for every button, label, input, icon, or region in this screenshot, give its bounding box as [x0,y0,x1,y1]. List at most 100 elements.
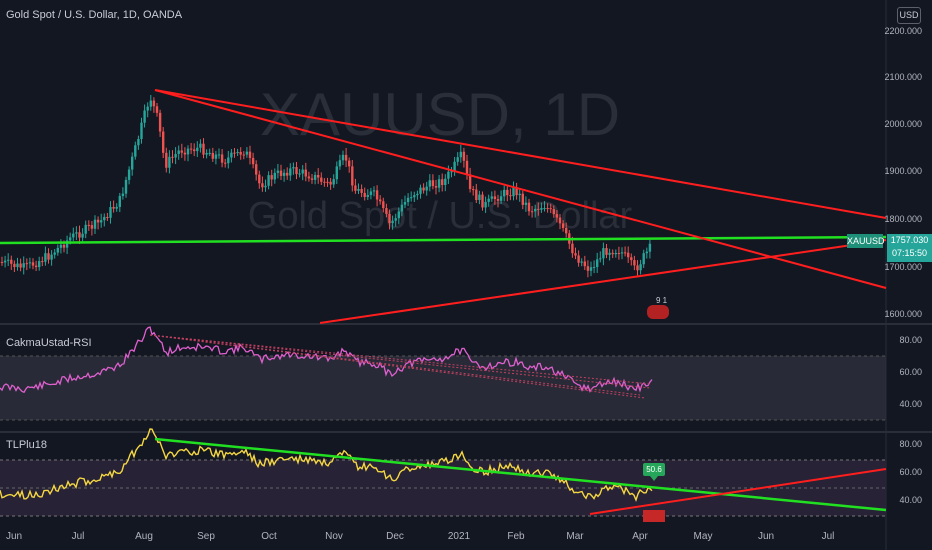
candle-body [224,162,227,164]
time-tick: Mar [566,531,584,542]
candle-body [258,174,261,184]
candle-body [295,167,298,175]
candle-body [248,151,252,158]
currency-button[interactable]: USD [897,7,921,24]
candle-body [534,208,537,212]
candle-body [394,218,397,221]
candle-body [143,110,146,123]
upper-trendline[interactable] [154,89,887,219]
candle-body [242,154,245,156]
candle-body [236,152,239,154]
rsi-plot [0,326,653,399]
candle-body [437,179,441,188]
candle-body [357,188,360,191]
tlp-tick: 40.00 [899,495,922,505]
candle-body [499,196,503,201]
candle-body [518,193,521,196]
candle-body [323,181,326,183]
candle-body [478,194,481,200]
candle-body [627,252,630,258]
tlp-plot [0,428,653,503]
candle-body [543,208,546,210]
candle-body [174,153,177,158]
candle-body [72,233,75,238]
candle-body [614,252,617,255]
candle-body [69,237,72,241]
lower-trendline[interactable] [319,239,887,324]
candle-body [50,254,53,260]
candle-body [552,209,555,215]
candle-body [549,208,552,210]
candle-body [227,157,230,164]
candle-body [487,198,490,202]
tlp-line [0,428,653,503]
candle-body [496,199,500,201]
candle-body [406,197,410,203]
time-tick: Sep [197,531,215,542]
time-tick: Apr [632,531,648,542]
candle-body [348,160,351,167]
candle-body [131,156,134,170]
time-tick: Feb [507,531,525,542]
candle-body [245,151,249,155]
price-tick: 1600.000 [884,309,922,319]
time-tick: Jun [5,531,23,542]
symbol-tag: XAUUSD [847,234,885,248]
tlp-pane-label[interactable]: TLPlu18 [6,439,47,451]
candle-body [171,156,174,158]
rsi-tick: 60.00 [899,367,922,377]
candle-body [25,263,28,265]
candle-body [375,190,379,200]
candle-body [168,156,171,168]
candle-body [127,169,131,180]
candle-body [413,195,416,198]
candle-body [344,154,348,161]
candle-body [177,150,180,154]
candle-body [530,211,534,213]
candle-body [558,217,562,224]
candle-body [220,154,224,163]
candle-body [379,199,382,202]
candle-body [583,261,586,267]
time-tick: 2021 [447,531,471,542]
rsi-pane-label[interactable]: CakmaUstad-RSI [6,337,92,349]
candle-body [75,232,78,234]
candle-body [382,201,385,209]
candle-body [465,160,469,175]
chart-title: Gold Spot / U.S. Dollar, 1D, OANDA [6,9,183,21]
svg-text:XAUUSD, 1D: XAUUSD, 1D [260,81,620,148]
candle-body [602,248,605,259]
time-tick: Aug [135,531,153,542]
candle-body [124,179,128,194]
candle-body [205,152,208,155]
candle-body [100,220,103,223]
tlp-green-trendline[interactable] [154,437,887,512]
candle-body [103,216,106,221]
candle-body [112,206,115,209]
candle-body [335,166,338,180]
tlp-tick: 60.00 [899,467,922,477]
candle-body [419,187,422,194]
events-count[interactable]: 9 1 [656,296,668,305]
horizontal-support-line[interactable] [0,235,887,245]
candle-body [19,263,22,268]
candle-body [10,259,13,264]
candle-body [273,172,276,180]
candle-body [369,191,373,196]
candle-body [44,253,47,262]
candle-body [540,208,543,210]
candle-body [512,187,515,197]
rsi-fan-line [149,334,646,399]
candle-body [115,206,118,209]
mid-trendline[interactable] [154,89,887,289]
candle-body [298,173,301,175]
candle-body [38,261,41,268]
us-flag-icon[interactable] [647,305,669,319]
candle-body [239,152,242,155]
candle-body [546,208,549,210]
candle-body [96,219,100,223]
candle-body [633,260,636,266]
candle-body [586,266,590,271]
tlp-red-trendline[interactable] [589,468,887,515]
